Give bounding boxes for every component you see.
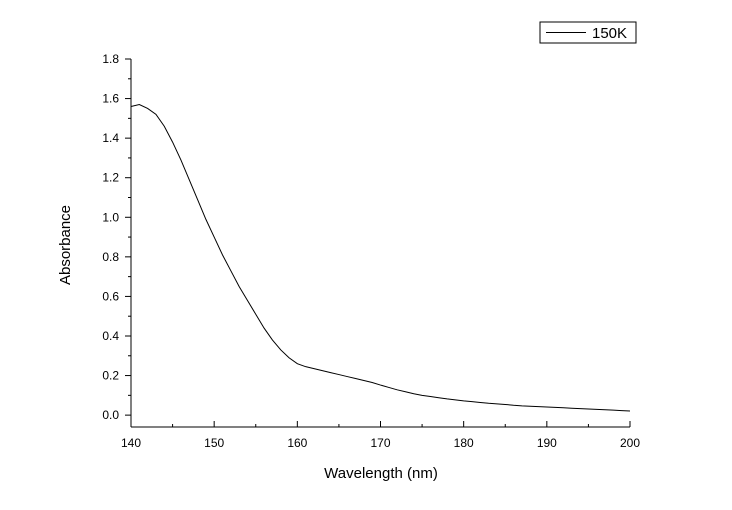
legend: 150K [539,21,637,44]
y-tick-label: 1.4 [102,131,119,145]
y-tick-label: 1.2 [102,171,119,185]
x-tick-label: 140 [121,436,141,450]
y-tick-label: 1.0 [102,210,119,224]
ticks [125,58,631,427]
y-tick-label: 0.2 [102,369,119,383]
y-tick-label: 1.8 [102,52,119,66]
tick-labels: 140 150 160 170 180 190 200 0.0 0.2 0.4 0.6 0.8 1.0 1… [102,52,640,450]
x-tick-label: 190 [537,436,557,450]
x-tick-label: 160 [287,436,307,450]
x-tick-label: 150 [204,436,224,450]
y-tick-label: 0.0 [102,408,119,422]
x-axis-title: Wavelength (nm) [324,465,438,482]
legend-box [539,21,637,44]
x-tick-label: 180 [454,436,474,450]
y-tick-label: 1.6 [102,92,119,106]
x-tick-label: 170 [370,436,390,450]
y-tick-label: 0.8 [102,250,119,264]
legend-label: 150K [592,25,627,42]
y-axis-title: Absorbance [57,205,74,285]
series-line-150k [130,103,631,412]
y-tick-label: 0.4 [102,329,119,343]
x-tick-label: 200 [620,436,640,450]
y-tick-label: 0.6 [102,289,119,303]
